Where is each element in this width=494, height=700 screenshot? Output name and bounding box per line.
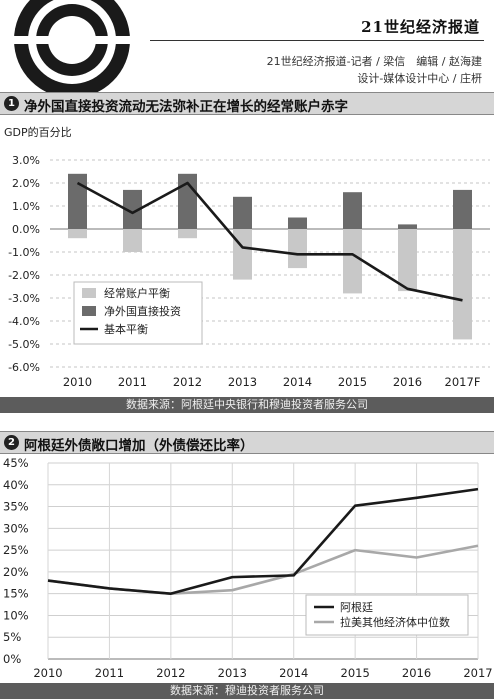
header: 21世纪经济报道 21世纪经济报道-记者 / 梁信 编辑 / 赵海建 设计-媒体… <box>0 0 494 92</box>
legend-swatch <box>82 288 96 298</box>
line-latam-median <box>47 544 479 595</box>
section1-title-bar: 1 净外国直接投资流动无法弥补正在增长的经常账户赤字 <box>0 92 494 115</box>
y-tick-label: 45% <box>3 456 29 470</box>
x-tick-label: 2014 <box>283 375 312 389</box>
legend-label: 净外国直接投资 <box>104 304 181 318</box>
x-tick-label: 2011 <box>118 375 147 389</box>
bar-current-account <box>233 229 252 280</box>
chart-current-account: GDP的百分比 3.0% 2.0% 1.0% 0.0% -1.0% -2.0% -3.0% -4… <box>4 125 490 389</box>
credit-line-2: 设计-媒体设计中心 / 庄枅 <box>357 72 482 85</box>
y-tick-label: 10% <box>3 608 29 622</box>
y-tick-label: 40% <box>3 478 29 492</box>
x-tick-label: 2013 <box>218 666 247 680</box>
y-tick-label: 3.0% <box>12 154 40 167</box>
bar-current-account <box>343 229 362 294</box>
section2-title-bar: 2 阿根廷外债敞口增加（外债偿还比率） <box>0 431 494 454</box>
y-tick-label: -3.0% <box>8 292 40 305</box>
section1-number: 1 <box>4 96 19 111</box>
y-tick-label: -4.0% <box>8 315 40 328</box>
bar-fdi <box>453 189 472 229</box>
credit-line-1: 21世纪经济报道-记者 / 梁信 编辑 / 赵海建 <box>266 55 482 68</box>
section1-source: 数据来源：阿根廷中央银行和穆迪投资者服务公司 <box>0 397 494 413</box>
bar-current-account <box>68 229 87 239</box>
x-tick-label: 2012 <box>156 666 185 680</box>
x-tick-label: 2016 <box>402 666 431 680</box>
y-tick-label: 1.0% <box>12 200 40 213</box>
bar-current-account <box>288 229 307 269</box>
y-tick-label: -1.0% <box>8 246 40 259</box>
y-tick-label: 25% <box>3 543 29 557</box>
bar-fdi <box>288 217 307 229</box>
section2-source: 数据来源：穆迪投资者服务公司 <box>0 683 494 699</box>
line-argentina <box>47 487 479 595</box>
line-basic-balance <box>76 181 463 302</box>
y-tick-label: 15% <box>3 587 29 601</box>
x-tick-label: 2017 <box>463 666 492 680</box>
x-tick-label: 2015 <box>341 666 370 680</box>
bar-current-account <box>453 229 472 340</box>
x-tick-label: 2013 <box>228 375 257 389</box>
y-tick-label: -6.0% <box>8 361 40 374</box>
bar-current-account <box>398 229 417 292</box>
x-tick-label: 2012 <box>173 375 202 389</box>
y-tick-label: 5% <box>3 630 21 644</box>
bar-fdi <box>343 192 362 229</box>
x-tick-label: 2011 <box>95 666 124 680</box>
legend-label: 经常账户平衡 <box>104 286 170 300</box>
section1-title: 净外国直接投资流动无法弥补正在增长的经常账户赤字 <box>24 99 348 115</box>
y-tick-label: 0% <box>3 652 21 666</box>
legend-label: 基本平衡 <box>104 322 148 336</box>
bar-fdi <box>68 173 87 229</box>
x-tick-label: 2014 <box>279 666 308 680</box>
legend-swatch <box>82 306 96 316</box>
bar-current-account <box>178 229 197 239</box>
x-tick-label: 2017F <box>445 375 481 389</box>
y-tick-label: 35% <box>3 500 29 514</box>
y-tick-label: -2.0% <box>8 269 40 282</box>
section2-number: 2 <box>4 435 19 450</box>
y-tick-label: 0.0% <box>12 223 40 236</box>
header-rule <box>150 40 484 41</box>
x-tick-label: 2010 <box>33 666 62 680</box>
x-tick-label: 2010 <box>63 375 92 389</box>
legend-label: 阿根廷 <box>340 600 373 614</box>
logo-rings-icon <box>0 0 160 92</box>
bar-current-account <box>123 229 142 252</box>
y-axis-label: GDP的百分比 <box>4 125 72 139</box>
legend-box <box>305 594 469 636</box>
y-tick-label: 30% <box>3 521 29 535</box>
chart-external-debt: 45% 40% 35% 30% 25% 20% 15% 10% 5% 0% 2010 2011 2012… <box>3 456 493 680</box>
bar-fdi <box>398 224 417 229</box>
y-tick-label: -5.0% <box>8 338 40 351</box>
legend-label: 拉美其他经济体中位数 <box>340 615 450 629</box>
bar-fdi <box>123 189 142 229</box>
y-tick-label: 2.0% <box>12 177 40 190</box>
bar-fdi <box>233 196 252 229</box>
brand-title: 21世纪经济报道 <box>361 18 480 36</box>
y-tick-label: 20% <box>3 565 29 579</box>
x-tick-label: 2015 <box>338 375 367 389</box>
section2-title: 阿根廷外债敞口增加（外债偿还比率） <box>24 438 254 454</box>
x-tick-label: 2016 <box>393 375 422 389</box>
